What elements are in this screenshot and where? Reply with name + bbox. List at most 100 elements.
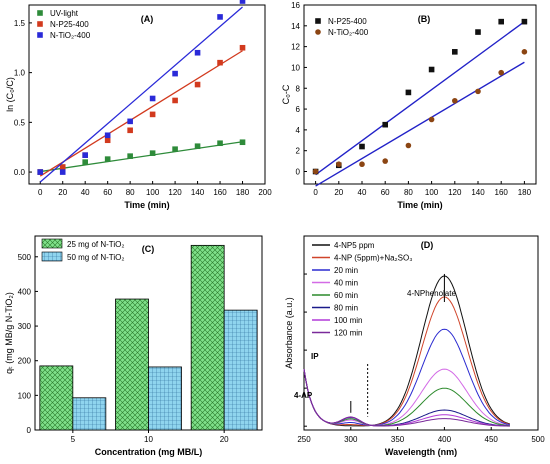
panel-d-legend-label: 100 min — [334, 316, 362, 325]
panel-a-point — [239, 139, 246, 146]
panel-d-annotation: 4-NPhenolate — [407, 289, 456, 298]
panel-a-point — [194, 81, 201, 88]
panel-b-ytick-label: 12 — [291, 43, 300, 52]
panel-c-ylabel: qₜ (mg MB/g N-TiO₂) — [4, 292, 14, 374]
panel-c-ytick-label: 0 — [27, 426, 32, 435]
panel-b-xtick-label: 0 — [313, 188, 318, 197]
panel-b-point — [336, 161, 342, 168]
panel-d-xtick-label: 450 — [485, 435, 499, 444]
panel-a-point — [59, 169, 66, 175]
panel-a-point — [82, 152, 88, 158]
panel-b-point — [475, 88, 481, 95]
panel-a-legend-label: N-TiO₂-400 — [50, 31, 91, 40]
panel-b-point — [405, 142, 412, 149]
panel-b-point — [521, 18, 528, 25]
panel-d-legend-label: 60 min — [334, 291, 358, 300]
panel-b-xtick-label: 140 — [471, 188, 485, 197]
panel-b-point — [312, 168, 319, 175]
panel-b-legend-label: N-TiO₂-400 — [328, 28, 369, 37]
panel-a-point — [194, 49, 201, 56]
panel-a-legend-label: N-P25-400 — [50, 20, 89, 29]
panel-a-point — [82, 159, 88, 165]
panel-d-annotation: 4-AP — [294, 391, 313, 400]
panel-b-point — [521, 49, 528, 55]
panel-a-point — [127, 127, 133, 134]
panel-a-fit-line — [39, 50, 243, 177]
panel-c-xtick-label: 5 — [71, 435, 76, 444]
panel-b-point — [382, 158, 389, 164]
panel-b-fit-line — [315, 21, 525, 176]
panel-d-spectrum-line — [303, 328, 511, 426]
panel-c-legend-label: 50 mg of N-TiO₂ — [67, 253, 125, 262]
panel-a-point — [104, 132, 111, 139]
panel-b-ytick-label: 0 — [296, 168, 301, 177]
panel-c-bar — [223, 309, 258, 431]
panel-b-ytick-label: 6 — [296, 105, 301, 114]
panel-b-point — [498, 18, 504, 25]
panel-b-point — [359, 161, 365, 168]
panel-a-xtick-label: 200 — [258, 188, 272, 197]
panel-b-legend-marker — [315, 18, 321, 24]
panel-d-frame — [303, 235, 539, 431]
panel-c-bar — [115, 298, 149, 431]
panel-a-legend-marker — [37, 21, 43, 27]
panel-a-point — [172, 97, 178, 104]
panel-b-point — [452, 97, 458, 104]
panel-a-fit-line — [39, 6, 243, 183]
panel-b-ytick-label: 10 — [291, 63, 300, 72]
panel-b-xtick-label: 100 — [425, 188, 439, 197]
panel-b-point — [428, 116, 435, 123]
panel-d-xtick-label: 500 — [531, 435, 545, 444]
panel-d-spectrum-line — [303, 369, 510, 427]
panel-a-ytick-label: 1.5 — [14, 19, 26, 28]
panel-d-legend-label: 120 min — [334, 329, 362, 338]
panel-d-ylabel: Absorbance (a.u.) — [284, 297, 294, 369]
panel-b-xtick-label: 40 — [358, 188, 367, 197]
panel-d-spectrum-line — [303, 369, 510, 427]
panel-d-spectrum-line — [303, 368, 510, 426]
panel-b-xtick-label: 20 — [334, 188, 343, 197]
panel-c-bar — [190, 244, 225, 431]
panel-b-point — [405, 89, 412, 96]
panel-d-annotation: IP — [311, 352, 319, 361]
panel-a-point — [149, 95, 156, 102]
panel-d-xtick-label: 350 — [391, 435, 405, 444]
panel-b-ytick-label: 16 — [291, 1, 300, 10]
panel-d-legend-label: 80 min — [334, 304, 358, 313]
panel-b-fit-line — [315, 61, 525, 187]
panel-c-ytick-label: 200 — [18, 357, 32, 366]
panel-b-xtick-label: 80 — [404, 188, 413, 197]
panel-a-xtick-label: 80 — [126, 188, 135, 197]
panel-c-ytick-label: 300 — [18, 322, 32, 331]
panel-c-ytick-label: 100 — [18, 391, 32, 400]
panel-b-label: (B) — [418, 14, 431, 24]
panel-c-legend-label: 25 mg of N-TiO₂ — [67, 240, 125, 249]
panel-a-point — [127, 153, 133, 159]
panel-d-xtick-label: 250 — [297, 435, 311, 444]
panel-a-point — [104, 156, 111, 162]
panel-a-xtick-label: 160 — [213, 188, 227, 197]
panel-a-point — [217, 140, 223, 147]
panel-b-point — [452, 49, 458, 55]
panel-a-ylabel: ln (C₀/C) — [5, 77, 15, 112]
panel-c-label: (C) — [142, 244, 155, 254]
panel-d-spectrum-line — [303, 369, 510, 427]
panel-b-ylabel: C₀-C — [281, 84, 291, 104]
panel-b-ytick-label: 4 — [296, 126, 301, 135]
panel-c-bar — [39, 365, 74, 431]
panel-d-spectrum-line — [303, 275, 511, 427]
panel-d-xtick-label: 400 — [438, 435, 452, 444]
panel-d-legend-label: 20 min — [334, 266, 358, 275]
panel-a-frame — [28, 4, 266, 185]
panel-a-xtick-label: 40 — [81, 188, 90, 197]
panel-b-xtick-label: 180 — [518, 188, 532, 197]
panel-b-frame — [303, 4, 537, 185]
panel-a-xtick-label: 20 — [58, 188, 67, 197]
panel-a-point — [59, 164, 66, 170]
panel-a-point — [217, 14, 223, 20]
panel-a-point — [217, 59, 223, 66]
panel-c-legend-swatch — [41, 251, 63, 262]
panel-a-ytick-label: 0.0 — [14, 168, 26, 177]
panel-b-legend-label: N-P25-400 — [328, 17, 367, 26]
